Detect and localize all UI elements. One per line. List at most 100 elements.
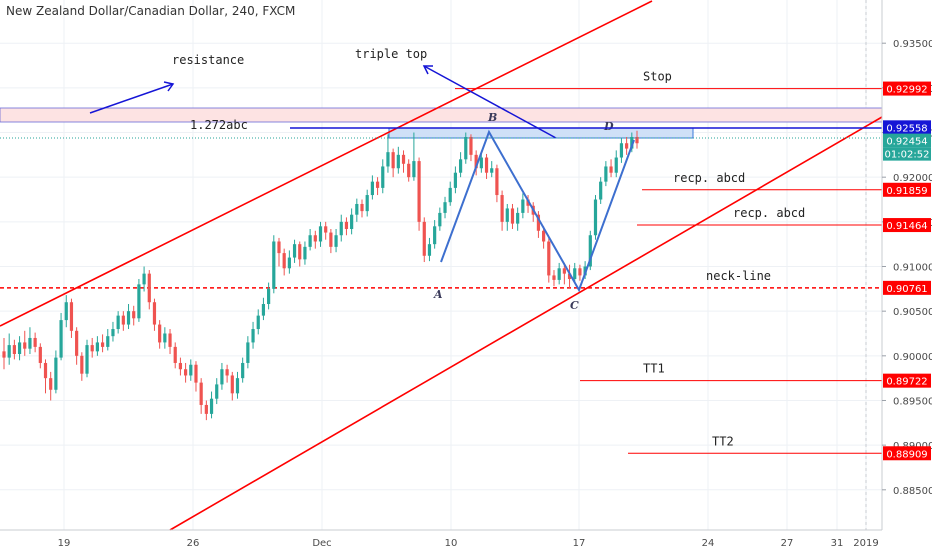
chart-title: New Zealand Dollar/Canadian Dollar, 240,… <box>6 4 296 18</box>
candle-body <box>448 187 452 203</box>
price-tag-5-bg <box>883 373 931 388</box>
candle-body <box>370 181 374 196</box>
candle-body <box>619 143 624 158</box>
candle-body <box>106 336 110 347</box>
y-tick-label: 0.89500 <box>893 396 932 407</box>
candle-body <box>521 199 525 213</box>
countdown-bg <box>883 147 931 161</box>
candle-body <box>578 268 582 276</box>
candle-body <box>163 333 167 343</box>
resistance-label: resistance <box>172 53 244 67</box>
harmonic-pattern: A B C D <box>433 111 635 312</box>
x-tick-label: 24 <box>702 538 715 549</box>
candle-body <box>401 154 406 164</box>
candle-body <box>111 329 115 337</box>
candle-body <box>625 143 629 149</box>
candle-body <box>220 369 224 385</box>
resistance-zone <box>0 107 883 123</box>
candle-body <box>396 154 400 169</box>
price-tag-4: 0.90761 <box>883 280 931 295</box>
candle-body <box>277 241 281 254</box>
annotations: resistance triple top 1.272abc <box>0 47 882 139</box>
candle-body <box>635 136 639 144</box>
y-tick-label: 0.91000 <box>893 263 932 274</box>
candle-body <box>412 161 416 178</box>
candle-body <box>433 226 437 245</box>
candle-body <box>458 159 463 173</box>
candle-body <box>407 163 411 178</box>
candle-body <box>557 268 561 280</box>
candle-body <box>573 268 577 280</box>
price-tag-6: 0.88909 <box>883 446 931 461</box>
candle-body <box>100 342 105 347</box>
candle-body <box>225 369 229 376</box>
candle-body <box>241 362 245 379</box>
candle-body <box>137 284 141 319</box>
candle-body <box>464 136 468 160</box>
y-tick-label: 0.92000 <box>893 173 932 184</box>
candle-body <box>542 230 546 242</box>
price-levels: Stop recp. abcd recp. abcd neck-line TT1 TT2 <box>0 70 882 454</box>
candle-body <box>298 244 302 260</box>
candle-body <box>287 257 291 269</box>
price-tag-4-bg <box>883 280 931 295</box>
x-tick-label: 27 <box>781 538 794 549</box>
candle-body <box>267 288 271 305</box>
candle-body <box>59 320 63 358</box>
candle-body <box>490 168 494 173</box>
price-tag-5-text: 0.89722 <box>886 377 927 388</box>
upper-channel-line <box>0 0 653 327</box>
candle-body <box>121 315 125 325</box>
candle-body <box>365 195 369 212</box>
price-tag-6-bg <box>883 446 931 461</box>
resistance-arrow <box>89 83 174 114</box>
candle-body <box>152 302 157 325</box>
current-price-tag: 0.92454 <box>883 133 931 148</box>
candle-body <box>324 226 328 233</box>
candle-body <box>604 166 608 182</box>
candle-body <box>147 273 151 303</box>
y-tick-label: 0.88500 <box>893 486 932 497</box>
candle-body <box>251 329 255 343</box>
price-tag-2-text: 0.91859 <box>886 186 927 197</box>
x-axis-ticks: 19 26 Dec 10 17 24 27 31 2019 <box>58 538 879 549</box>
level-caption: Stop <box>643 70 672 84</box>
x-tick-label: 17 <box>573 538 586 549</box>
candle-body <box>17 342 22 355</box>
candle-body <box>453 172 458 188</box>
candle-body <box>562 268 566 274</box>
candle-body <box>313 235 317 242</box>
candle-body <box>547 241 551 276</box>
candle-body <box>80 355 84 374</box>
y-tick-label: 0.93500 <box>893 39 932 50</box>
price-tag-1: 0.92558 <box>883 120 931 135</box>
candle-body <box>495 168 499 196</box>
candle-body <box>479 157 483 169</box>
candle-body <box>261 304 266 316</box>
price-tag-4-text: 0.90761 <box>886 284 927 295</box>
candle-body <box>614 157 618 173</box>
level-caption: TT1 <box>643 362 665 376</box>
candle-body <box>33 337 37 347</box>
candle-body <box>329 232 333 247</box>
candle-body <box>183 369 188 376</box>
pattern-point-c: C <box>570 299 579 312</box>
candle-body <box>417 161 421 222</box>
candle-body <box>609 166 613 173</box>
x-tick-label: 19 <box>58 538 71 549</box>
price-tag-6-text: 0.88909 <box>886 449 927 460</box>
lower-channel-line <box>169 116 883 531</box>
candle-body <box>505 208 509 222</box>
candle-body <box>178 362 183 370</box>
x-tick-label: 10 <box>445 538 458 549</box>
abcd-pattern-line <box>440 129 635 293</box>
candle-body <box>526 199 530 206</box>
price-tag-1-text: 0.92558 <box>886 123 927 134</box>
candle-body <box>235 378 240 394</box>
candle-body <box>516 212 520 224</box>
price-tag-5: 0.89722 <box>883 373 931 388</box>
candle-body <box>28 337 32 349</box>
current-price-tag-bg <box>883 133 931 148</box>
